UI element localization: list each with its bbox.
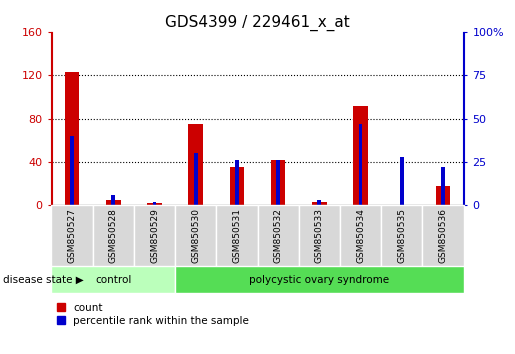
FancyBboxPatch shape [381,205,422,266]
Text: GSM850532: GSM850532 [273,208,283,263]
Bar [152,202,157,205]
Bar [400,157,404,205]
FancyBboxPatch shape [340,205,381,266]
FancyBboxPatch shape [175,205,216,266]
Text: GSM850528: GSM850528 [109,208,118,263]
FancyBboxPatch shape [52,266,175,293]
FancyBboxPatch shape [93,205,134,266]
FancyBboxPatch shape [175,266,464,293]
Text: GSM850530: GSM850530 [191,208,200,263]
Text: GSM850531: GSM850531 [232,208,242,263]
FancyBboxPatch shape [52,205,93,266]
Text: disease state ▶: disease state ▶ [3,275,83,285]
Text: GSM850535: GSM850535 [397,208,406,263]
Text: GSM850527: GSM850527 [67,208,77,263]
Bar [317,200,321,205]
Bar [194,153,198,205]
Text: GSM850533: GSM850533 [315,208,324,263]
FancyBboxPatch shape [422,205,464,266]
Bar [106,200,121,205]
Bar [111,195,115,205]
FancyBboxPatch shape [258,205,299,266]
Bar [353,105,368,205]
FancyBboxPatch shape [216,205,258,266]
Bar [188,124,203,205]
Text: polycystic ovary syndrome: polycystic ovary syndrome [249,275,389,285]
Bar [70,136,74,205]
Bar [276,160,280,205]
Bar [147,203,162,205]
Bar [271,160,285,205]
Bar [235,160,239,205]
Bar [436,186,450,205]
Title: GDS4399 / 229461_x_at: GDS4399 / 229461_x_at [165,14,350,30]
FancyBboxPatch shape [134,205,175,266]
Legend: count, percentile rank within the sample: count, percentile rank within the sample [57,303,249,326]
Bar [312,202,327,205]
Bar [230,167,244,205]
Text: GSM850534: GSM850534 [356,208,365,263]
Bar [358,124,363,205]
FancyBboxPatch shape [299,205,340,266]
Bar [441,167,445,205]
Text: GSM850536: GSM850536 [438,208,448,263]
Text: GSM850529: GSM850529 [150,208,159,263]
Text: control: control [95,275,131,285]
Bar [65,72,79,205]
